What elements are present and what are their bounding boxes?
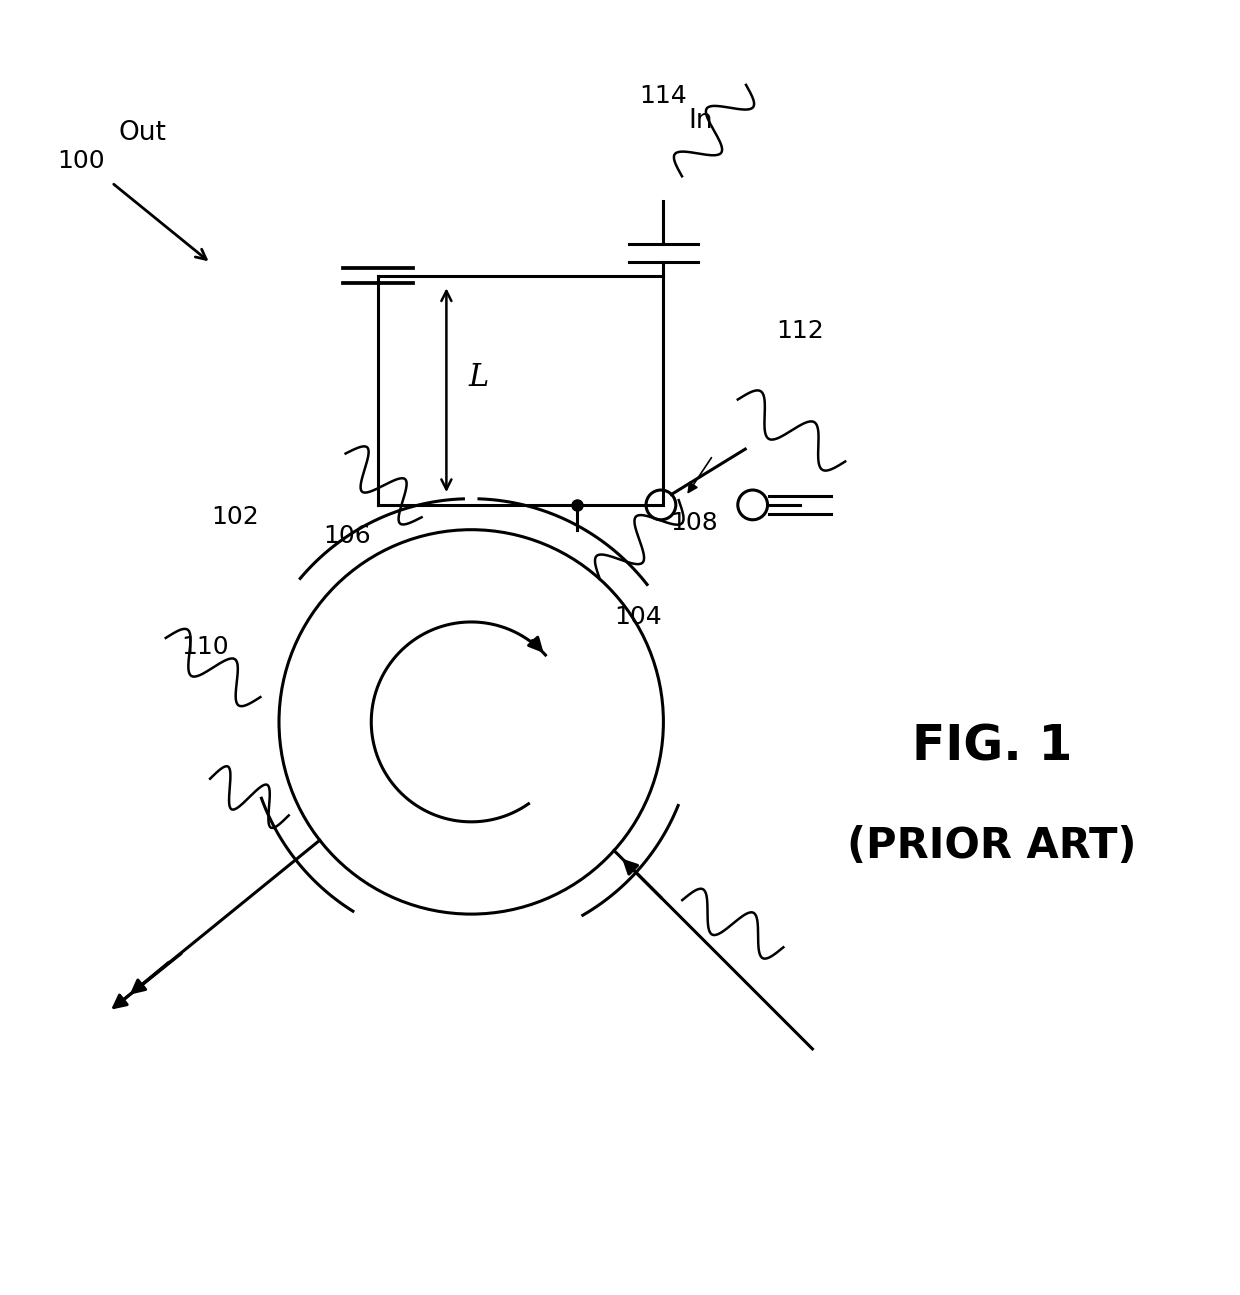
Text: 108: 108	[671, 512, 718, 536]
Text: Out: Out	[119, 120, 166, 146]
Text: 102: 102	[212, 505, 259, 530]
Text: 100: 100	[57, 149, 104, 174]
Text: In: In	[688, 107, 713, 133]
Text: 110: 110	[181, 636, 228, 659]
Text: 114: 114	[640, 84, 687, 107]
Text: L: L	[469, 363, 489, 394]
Text: 112: 112	[776, 320, 823, 343]
Text: (PRIOR ART): (PRIOR ART)	[847, 825, 1137, 866]
Text: 106: 106	[324, 524, 371, 548]
Text: FIG. 1: FIG. 1	[911, 723, 1073, 771]
Text: 104: 104	[615, 605, 662, 628]
